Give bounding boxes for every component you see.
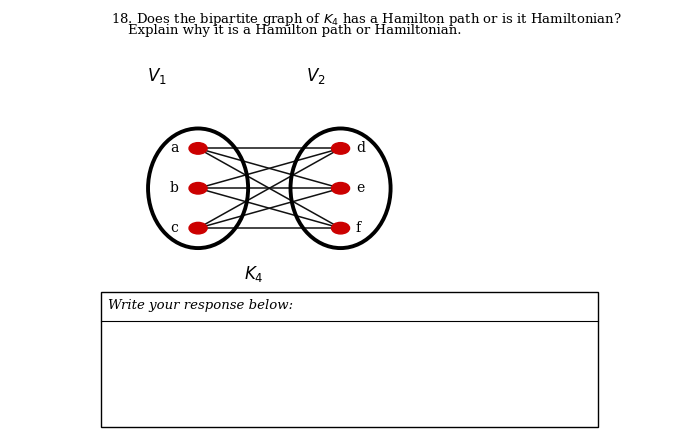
Circle shape: [332, 183, 350, 194]
Circle shape: [189, 183, 207, 194]
Text: Write your response below:: Write your response below:: [108, 299, 293, 312]
Text: e: e: [356, 181, 364, 195]
Text: b: b: [170, 181, 179, 195]
Text: d: d: [356, 141, 365, 155]
Circle shape: [332, 143, 350, 154]
Bar: [101, 292, 598, 427]
Text: f: f: [356, 221, 361, 235]
Circle shape: [189, 143, 207, 154]
Text: 18. Does the bipartite graph of $K_4$ has a Hamilton path or is it Hamiltonian?: 18. Does the bipartite graph of $K_4$ ha…: [111, 11, 622, 28]
Text: c: c: [171, 221, 179, 235]
Circle shape: [332, 222, 350, 234]
Text: a: a: [170, 141, 179, 155]
Text: $V_1$: $V_1$: [147, 66, 166, 86]
Text: $K_4$: $K_4$: [244, 264, 263, 284]
Circle shape: [189, 222, 207, 234]
Text: Explain why it is a Hamilton path or Hamiltonian.: Explain why it is a Hamilton path or Ham…: [111, 24, 461, 37]
Text: $V_2$: $V_2$: [306, 66, 326, 86]
